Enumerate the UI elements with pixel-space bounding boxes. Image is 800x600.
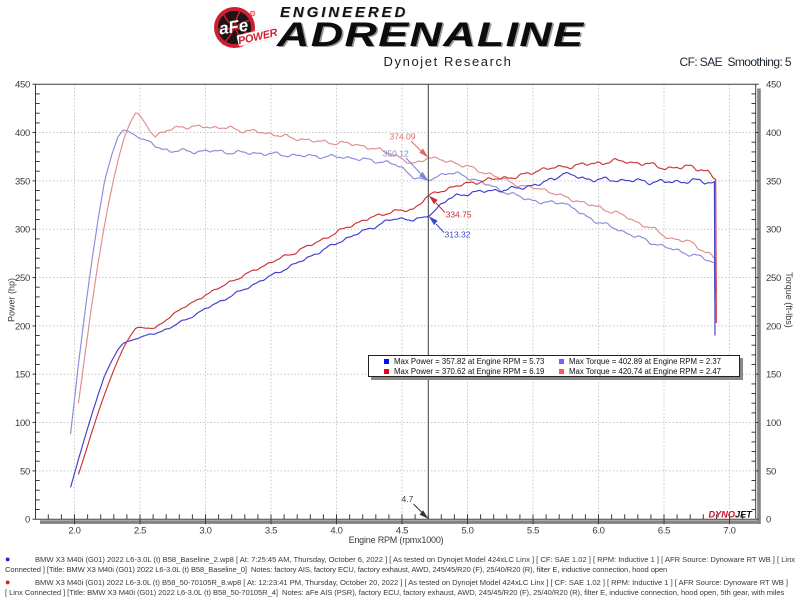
svg-text:7.0: 7.0	[723, 526, 735, 537]
svg-text:450: 450	[15, 80, 30, 91]
svg-text:4.5: 4.5	[396, 526, 408, 537]
svg-text:5.0: 5.0	[461, 526, 473, 537]
svg-text:313.32: 313.32	[445, 230, 471, 240]
svg-text:R: R	[251, 12, 254, 16]
svg-text:Power (hp): Power (hp)	[7, 278, 17, 322]
svg-text:0: 0	[766, 515, 771, 526]
svg-text:2.0: 2.0	[68, 526, 80, 537]
svg-text:50: 50	[766, 466, 776, 477]
svg-text:334.75: 334.75	[446, 210, 472, 220]
svg-text:250: 250	[15, 273, 30, 284]
svg-text:6.5: 6.5	[658, 526, 670, 537]
svg-text:350: 350	[766, 176, 781, 187]
svg-text:DYNOJET: DYNOJET	[709, 510, 754, 520]
svg-text:200: 200	[15, 321, 30, 332]
svg-text:200: 200	[766, 321, 781, 332]
svg-text:400: 400	[15, 128, 30, 139]
svg-text:50: 50	[20, 466, 30, 477]
svg-text:300: 300	[766, 225, 781, 236]
svg-text:450: 450	[766, 80, 781, 91]
svg-text:374.09: 374.09	[390, 132, 416, 142]
svg-text:400: 400	[766, 128, 781, 139]
svg-text:Engine RPM (rpmx1000): Engine RPM (rpmx1000)	[349, 535, 444, 545]
svg-text:350: 350	[15, 176, 30, 187]
svg-text:2.5: 2.5	[134, 526, 146, 537]
svg-text:6.0: 6.0	[592, 526, 604, 537]
svg-text:100: 100	[766, 418, 781, 429]
svg-text:aFe: aFe	[218, 16, 250, 39]
svg-text:100: 100	[15, 418, 30, 429]
svg-text:4.7: 4.7	[402, 494, 414, 504]
svg-text:4.0: 4.0	[330, 526, 342, 537]
svg-text:150: 150	[766, 370, 781, 381]
svg-text:250: 250	[766, 273, 781, 284]
svg-text:300: 300	[15, 225, 30, 236]
svg-text:350.12: 350.12	[383, 149, 409, 159]
svg-text:150: 150	[15, 370, 30, 381]
svg-text:5.5: 5.5	[527, 526, 539, 537]
svg-text:Torque (ft-lbs): Torque (ft-lbs)	[784, 272, 794, 328]
svg-text:3.5: 3.5	[265, 526, 277, 537]
svg-text:0: 0	[25, 515, 30, 526]
svg-text:3.0: 3.0	[199, 526, 211, 537]
